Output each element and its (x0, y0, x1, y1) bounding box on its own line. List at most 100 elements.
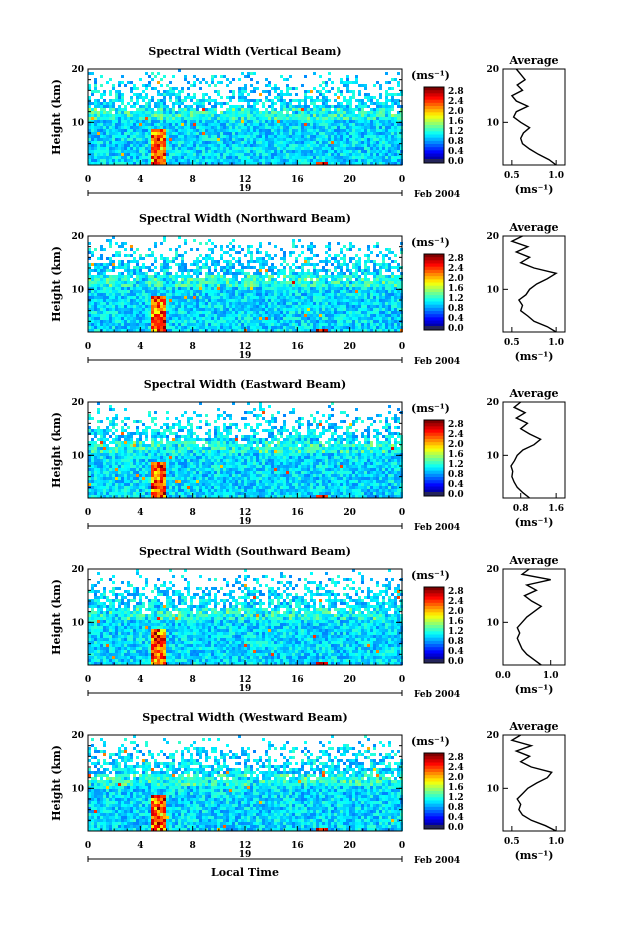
colorbar-swatch (424, 461, 444, 465)
x-tick-label: 20 (343, 675, 356, 685)
x-tick-label: 0 (85, 675, 91, 685)
profile-x-label: (ms⁻¹) (515, 183, 554, 196)
colorbar-swatch (424, 606, 444, 610)
colorbar-tick-label: 2.4 (448, 763, 464, 773)
colorbar-swatch (424, 289, 444, 293)
profile-y-tick-label: 20 (486, 398, 499, 408)
colorbar-swatch (424, 603, 444, 607)
colorbar-swatch (424, 283, 444, 287)
colorbar-swatch (424, 616, 444, 620)
colorbar-tick-label: 1.6 (448, 117, 464, 127)
colorbar-swatch (424, 144, 444, 148)
colorbar-tick-label: 0.4 (448, 813, 464, 823)
colorbar-swatch (424, 430, 444, 434)
profile-x-tick-label: 1.0 (548, 837, 564, 847)
x-axis-label: Local Time (0, 866, 490, 879)
colorbar-swatch (424, 147, 444, 151)
colorbar-swatch (424, 769, 444, 773)
colorbar-swatch (424, 420, 444, 424)
x-tick-label: 20 (343, 175, 356, 185)
profile-title: Average (508, 554, 558, 567)
colorbar-swatch (424, 647, 444, 651)
x-tick-label: 20 (343, 841, 356, 851)
colorbar-swatch (424, 442, 444, 446)
colorbar-swatch (424, 311, 444, 315)
colorbar-tick-label: 1.2 (448, 127, 464, 137)
profile-title: Average (508, 221, 558, 234)
colorbar-tick-label: 2.8 (448, 753, 464, 763)
colorbar-swatch (424, 128, 444, 132)
colorbar-swatch (424, 612, 444, 616)
panel-title: Spectral Width (Vertical Beam) (148, 45, 341, 58)
x-tick-label: 0 (85, 342, 91, 352)
colorbar-unit: (ms⁻¹) (411, 236, 450, 249)
x-tick-label: 8 (190, 675, 196, 685)
colorbar-tick-label: 0.8 (448, 803, 464, 813)
profile-x-tick-label: 0.5 (504, 338, 520, 348)
colorbar-tick-label: 0.8 (448, 470, 464, 480)
colorbar-tick-label: 2.8 (448, 587, 464, 597)
colorbar-swatch (424, 267, 444, 271)
profile-line (512, 236, 556, 332)
colorbar-tick-label: 2.0 (448, 274, 464, 284)
x-tick-label: 4 (137, 175, 143, 185)
y-tick-label: 10 (71, 618, 84, 628)
colorbar-unit: (ms⁻¹) (411, 402, 450, 415)
colorbar-swatch (424, 820, 444, 824)
colorbar-tick-label: 2.4 (448, 264, 464, 274)
colorbar-tick-label: 1.6 (448, 284, 464, 294)
x-tick-label: 0 (85, 175, 91, 185)
colorbar-swatch (424, 103, 444, 107)
profile-frame (503, 69, 565, 165)
colorbar-swatch (424, 458, 444, 462)
panel-title: Spectral Width (Eastward Beam) (144, 378, 346, 391)
colorbar-swatch (424, 112, 444, 116)
month-label: Feb 2004 (414, 523, 460, 533)
month-label: Feb 2004 (414, 190, 460, 200)
colorbar-swatch (424, 305, 444, 309)
x-tick-label: 8 (190, 342, 196, 352)
colorbar-swatch (424, 600, 444, 604)
colorbar-swatch (424, 775, 444, 779)
colorbar-swatch (424, 772, 444, 776)
colorbar-swatch (424, 587, 444, 591)
colorbar-tick-label: 1.6 (448, 617, 464, 627)
colorbar-swatch (424, 257, 444, 261)
profile-y-tick-label: 10 (486, 618, 499, 628)
colorbar-tick-label: 2.0 (448, 107, 464, 117)
panel-0: Spectral Width (Vertical Beam)2010Height… (50, 45, 565, 200)
y-axis-label: Height (km) (50, 246, 63, 322)
colorbar-swatch (424, 650, 444, 654)
y-axis-label: Height (km) (50, 412, 63, 488)
colorbar-swatch (424, 254, 444, 258)
x-tick-label: 0 (85, 508, 91, 518)
colorbar-swatch (424, 785, 444, 789)
colorbar-swatch (424, 276, 444, 280)
x-tick-label: 0 (399, 675, 405, 685)
profile-x-label: (ms⁻¹) (515, 683, 554, 696)
colorbar-swatch (424, 619, 444, 623)
y-tick-label: 20 (71, 398, 84, 408)
colorbar-swatch (424, 813, 444, 817)
colorbar-swatch (424, 308, 444, 312)
colorbar-swatch (424, 483, 444, 487)
colorbar-swatch (424, 433, 444, 437)
colorbar-swatch (424, 445, 444, 449)
x-tick-label: 8 (190, 841, 196, 851)
colorbar-tick-label: 1.2 (448, 294, 464, 304)
colorbar-swatch (424, 753, 444, 757)
x-tick-label: 4 (137, 675, 143, 685)
panel-title: Spectral Width (Southward Beam) (139, 545, 351, 558)
panel-4: Spectral Width (Westward Beam)2010Height… (50, 711, 565, 866)
colorbar-swatch (424, 436, 444, 440)
profile-x-label: (ms⁻¹) (515, 350, 554, 363)
profile-y-tick-label: 10 (486, 451, 499, 461)
colorbar-swatch (424, 302, 444, 306)
y-axis-label: Height (km) (50, 579, 63, 655)
x-tick-label: 16 (291, 508, 304, 518)
profile-y-tick-label: 10 (486, 784, 499, 794)
colorbar-swatch (424, 597, 444, 601)
colorbar-tick-label: 0.4 (448, 314, 464, 324)
colorbar-tick-label: 0.8 (448, 137, 464, 147)
